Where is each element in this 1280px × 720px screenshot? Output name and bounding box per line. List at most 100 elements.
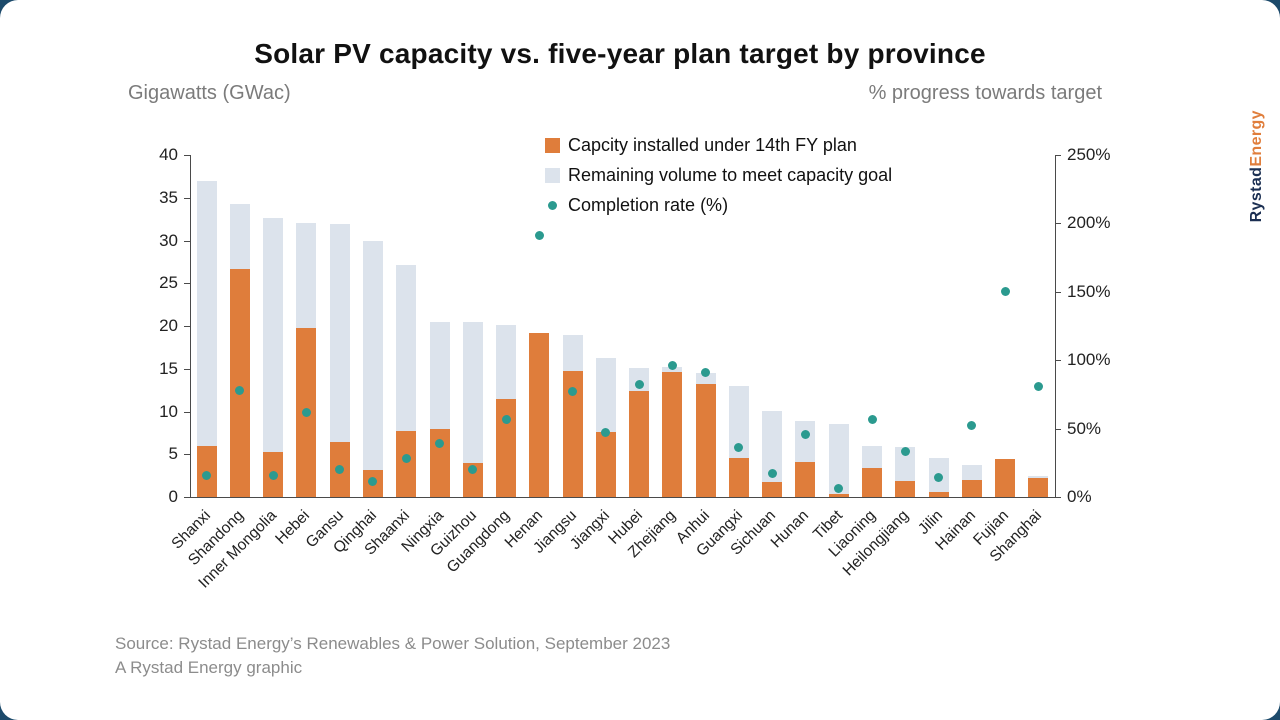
source-note: Source: Rystad Energy’s Renewables & Pow…: [115, 632, 670, 680]
bar-installed: [662, 372, 683, 497]
right-axis-tick: [1055, 360, 1061, 362]
chart-legend: Capcity installed under 14th FY plan Rem…: [545, 130, 892, 220]
bar-remaining: [895, 446, 916, 481]
completion-rate-dot: [867, 414, 877, 424]
completion-rate-dot: [235, 385, 245, 395]
right-axis-tick-label: 150%: [1067, 281, 1111, 301]
right-axis-tick: [1055, 497, 1061, 498]
left-axis-tick-label: 20: [159, 316, 178, 335]
bar-remaining: [429, 321, 450, 430]
completion-rate-dot: [401, 454, 411, 464]
bar-remaining: [961, 464, 982, 480]
bar-installed: [961, 479, 982, 497]
left-axis-tick-label: 15: [159, 358, 178, 378]
right-axis-tick: [1055, 428, 1061, 430]
left-axis-tick: [184, 326, 190, 327]
bar-installed: [795, 461, 816, 497]
bar-installed: [728, 457, 749, 497]
right-axis-tick-label: 100%: [1067, 350, 1111, 370]
logo-word-rystad: Rystad: [1248, 166, 1265, 223]
left-axis-tick: [184, 497, 190, 498]
bar-remaining: [329, 224, 350, 443]
rystad-energy-logo: RystadEnergy: [1248, 110, 1266, 222]
bar-remaining: [296, 222, 317, 328]
bar-remaining: [728, 385, 749, 458]
completion-swatch-icon: [545, 198, 560, 213]
left-axis-line: [190, 155, 191, 497]
bar-installed: [762, 482, 783, 497]
completion-rate-dot: [301, 407, 311, 417]
bar-remaining: [862, 445, 883, 468]
bar-installed: [229, 268, 250, 497]
left-axis-tick: [184, 283, 190, 285]
left-axis-tick-label: 10: [159, 401, 178, 421]
bar-remaining: [229, 203, 250, 269]
bar-installed: [895, 480, 916, 497]
bottom-axis-line: [190, 497, 1055, 498]
right-axis-tick-label: 250%: [1067, 145, 1111, 164]
left-axis-tick-label: 35: [159, 187, 178, 207]
left-axis-tick: [184, 155, 190, 156]
right-axis-tick: [1055, 291, 1061, 293]
legend-item-completion: Completion rate (%): [545, 190, 892, 220]
completion-rate-dot: [767, 469, 777, 479]
legend-label-remaining: Remaining volume to meet capacity goal: [568, 164, 893, 185]
legend-item-installed: Capcity installed under 14th FY plan: [545, 130, 892, 160]
right-axis-tick-label: 200%: [1067, 213, 1111, 233]
bar-remaining: [695, 373, 716, 385]
bar-remaining: [396, 265, 417, 432]
completion-rate-dot: [268, 470, 278, 480]
bar-installed: [429, 429, 450, 497]
bar-remaining: [795, 420, 816, 462]
completion-rate-dot: [634, 380, 644, 390]
installed-swatch-icon: [545, 137, 560, 153]
bar-installed: [828, 493, 849, 497]
bar-installed: [995, 458, 1016, 497]
bar-installed: [595, 432, 616, 497]
completion-rate-dot: [568, 387, 578, 397]
bar-remaining: [196, 180, 217, 446]
right-axis-tick-label: 50%: [1067, 418, 1102, 438]
completion-rate-dot: [800, 429, 810, 439]
bar-remaining: [362, 240, 383, 470]
left-axis-tick-label: 0: [168, 487, 178, 506]
completion-rate-dot: [1000, 287, 1010, 297]
left-axis-tick: [184, 197, 190, 199]
bar-installed: [629, 390, 650, 497]
completion-rate-dot: [335, 465, 345, 475]
completion-rate-dot: [468, 465, 478, 475]
completion-rate-dot: [934, 473, 944, 483]
completion-rate-dot: [734, 443, 744, 453]
bar-remaining: [762, 410, 783, 483]
logo-word-energy: Energy: [1248, 110, 1265, 167]
bar-remaining: [562, 334, 583, 372]
bar-remaining: [629, 367, 650, 391]
completion-rate-dot: [534, 231, 544, 241]
left-axis-title: Gigawatts (GWac): [128, 82, 291, 104]
right-axis-tick-label: 0%: [1067, 487, 1092, 506]
bar-remaining: [595, 358, 616, 432]
completion-rate-dot: [202, 470, 212, 480]
completion-rate-dot: [435, 439, 445, 449]
bar-installed: [496, 398, 517, 497]
completion-rate-dot: [368, 477, 378, 487]
bar-installed: [862, 467, 883, 497]
bar-installed: [1028, 478, 1049, 497]
left-axis-tick-label: 40: [159, 145, 178, 164]
bar-installed: [928, 491, 949, 497]
completion-rate-dot: [701, 368, 711, 377]
bar-installed: [396, 431, 417, 497]
legend-label-completion: Completion rate (%): [568, 194, 729, 215]
bar-remaining: [1028, 476, 1049, 479]
left-axis-tick-label: 30: [159, 230, 178, 250]
bar-installed: [529, 332, 550, 497]
completion-rate-dot: [601, 428, 611, 438]
bar-remaining: [263, 218, 284, 452]
right-axis-tick: [1055, 155, 1061, 156]
bar-remaining: [496, 325, 517, 399]
right-axis-title: % progress towards target: [868, 82, 1102, 104]
remaining-swatch-icon: [545, 167, 560, 183]
